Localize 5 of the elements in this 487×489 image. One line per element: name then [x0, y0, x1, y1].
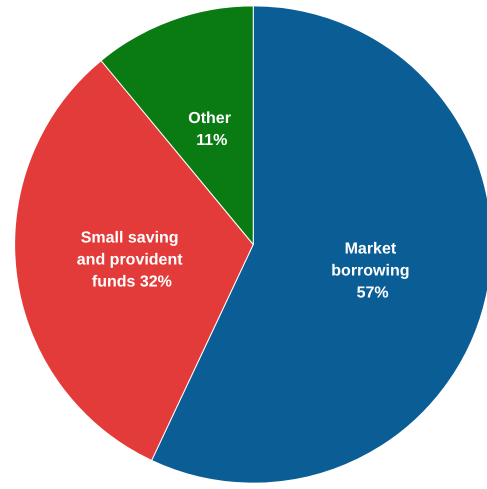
- data-label: 11%: [196, 132, 228, 149]
- slice-label: Market borrowing: [331, 240, 414, 280]
- slice-label: Small saving and provident funds 32%: [76, 229, 188, 290]
- data-label: 57%: [356, 284, 389, 302]
- slice-label: Other: [188, 110, 236, 127]
